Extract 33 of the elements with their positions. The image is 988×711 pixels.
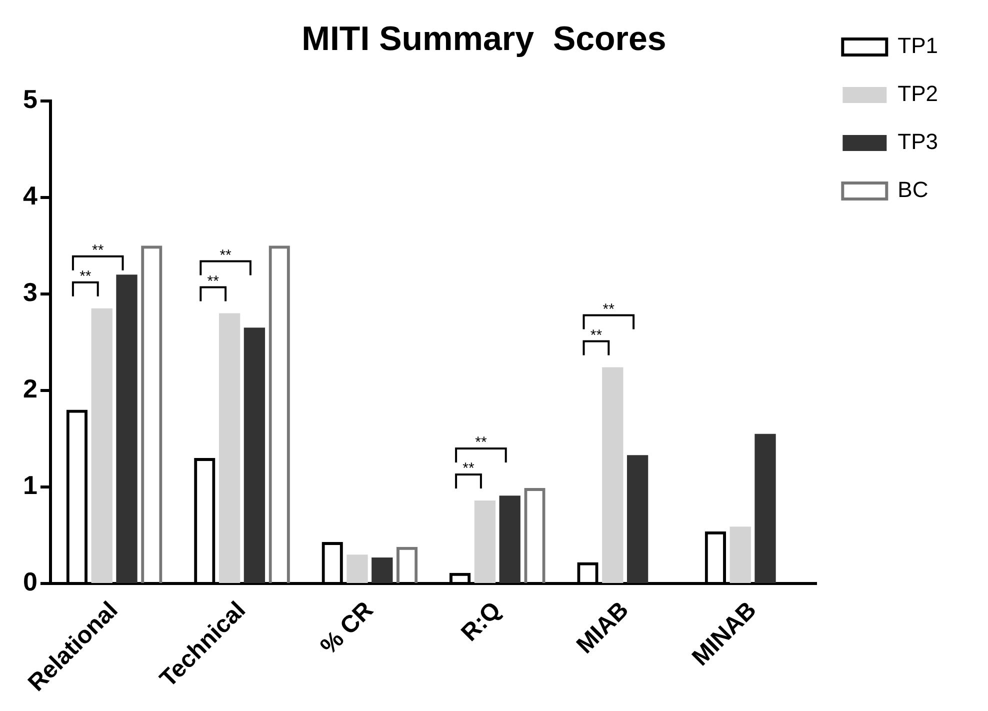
bar <box>372 557 393 584</box>
annotation: ** <box>602 300 615 318</box>
annotation: ** <box>220 246 232 264</box>
bar <box>244 328 266 584</box>
y-tick-label: 5 <box>22 84 38 114</box>
annotation: ** <box>475 434 487 452</box>
x-tick-label: % CR <box>315 596 379 660</box>
y-tick-label: 0 <box>22 566 38 597</box>
bar <box>116 274 138 584</box>
annotation: ** <box>207 272 220 290</box>
bar <box>499 496 520 584</box>
bar <box>346 554 368 584</box>
bar <box>754 434 776 584</box>
chart-title: MITI Summary Scores <box>302 20 666 58</box>
y-tick-label: 1 <box>22 470 38 500</box>
legend-label: TP2 <box>898 81 938 106</box>
annotation: ** <box>590 326 602 344</box>
bar <box>474 500 496 584</box>
bar <box>730 526 751 584</box>
bar <box>626 455 648 584</box>
y-tick-label: 2 <box>22 374 38 404</box>
annotation: ** <box>462 460 474 478</box>
legend-label: TP1 <box>898 33 938 58</box>
legend-label: BC <box>898 177 928 202</box>
y-tick-label: 4 <box>22 180 38 211</box>
bar <box>91 308 112 584</box>
annotation: ** <box>92 242 104 260</box>
legend-label: TP3 <box>898 129 938 154</box>
annotation: ** <box>80 268 92 286</box>
y-tick-label: 3 <box>22 277 38 308</box>
bar <box>602 367 624 584</box>
x-tick-label: R:Q <box>456 596 506 647</box>
bar <box>218 313 240 584</box>
